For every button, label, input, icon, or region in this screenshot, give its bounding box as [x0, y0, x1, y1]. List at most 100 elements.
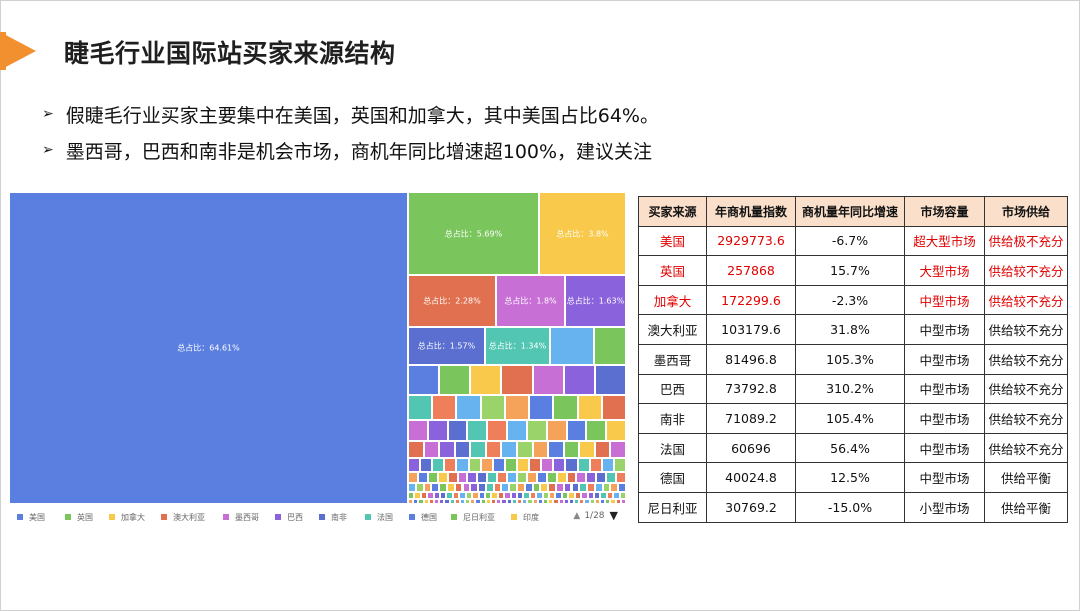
treemap-cell-small[interactable] [475, 499, 481, 504]
treemap-cell-small[interactable] [456, 458, 469, 472]
treemap-cell-small[interactable] [510, 492, 517, 499]
treemap-cell-small[interactable] [586, 472, 597, 483]
treemap-cell-small[interactable] [523, 492, 530, 499]
treemap-cell-small[interactable] [444, 499, 450, 504]
treemap-cell-small[interactable] [413, 499, 419, 504]
treemap-cell-1[interactable] [9, 192, 408, 504]
treemap-cell-small[interactable] [576, 472, 587, 483]
treemap-cell-small[interactable] [408, 441, 424, 458]
treemap-cell-small[interactable] [511, 499, 517, 504]
treemap-cell-small[interactable] [542, 499, 549, 504]
treemap-cell-small[interactable] [408, 365, 440, 395]
treemap-cell-2[interactable] [408, 192, 539, 275]
treemap-cell-small[interactable] [408, 395, 433, 420]
treemap-cell-small[interactable] [452, 492, 460, 499]
treemap-cell-small[interactable] [437, 472, 448, 483]
treemap-cell-small[interactable] [501, 499, 507, 504]
treemap-cell-small[interactable] [616, 472, 626, 483]
legend-item[interactable]: 南非 [319, 511, 347, 523]
treemap-cell-small[interactable] [480, 395, 505, 420]
treemap-cell-small[interactable] [454, 483, 463, 492]
treemap-cell-small[interactable] [594, 365, 626, 395]
treemap-cell-small[interactable] [501, 441, 517, 458]
treemap-cell-small[interactable] [579, 499, 585, 504]
treemap-cell-small[interactable] [477, 472, 488, 483]
treemap-cell-6[interactable] [565, 275, 626, 327]
treemap-cell-small[interactable] [537, 499, 543, 504]
treemap-cell-small[interactable] [529, 395, 554, 420]
treemap-cell-small[interactable] [414, 492, 421, 499]
treemap-cell-small[interactable] [553, 499, 559, 504]
legend-item[interactable]: 英国 [65, 511, 93, 523]
treemap-cell-small[interactable] [454, 499, 460, 504]
treemap-cell-small[interactable] [606, 472, 617, 483]
pager-up-icon[interactable]: ▲ [573, 510, 581, 521]
treemap-cell-small[interactable] [427, 492, 434, 499]
treemap-cell-small[interactable] [606, 492, 614, 499]
treemap-cell-small[interactable] [610, 441, 626, 458]
treemap-cell-small[interactable] [548, 483, 556, 492]
legend-item[interactable]: 法国 [365, 511, 393, 523]
treemap-cell-small[interactable] [467, 420, 488, 441]
pager-down-icon[interactable]: ▼ [609, 509, 618, 522]
treemap-cell-small[interactable] [548, 499, 554, 504]
treemap-cell-small[interactable] [526, 420, 547, 441]
treemap-cell-small[interactable] [462, 483, 471, 492]
treemap-cell-small[interactable] [506, 499, 512, 504]
treemap-cell-small[interactable] [454, 441, 471, 458]
treemap-cell-small[interactable] [594, 441, 611, 458]
treemap-cell-small[interactable] [487, 472, 498, 483]
treemap-cell-small[interactable] [504, 395, 530, 420]
treemap-cell-small[interactable] [497, 472, 508, 483]
treemap-cell-8[interactable] [485, 327, 550, 365]
treemap-cell-small[interactable] [440, 492, 447, 499]
treemap-cell-small[interactable] [432, 458, 445, 472]
treemap-cell-small[interactable] [546, 420, 567, 441]
treemap-cell-small[interactable] [613, 492, 620, 499]
treemap-cell-small[interactable] [485, 441, 502, 458]
treemap-cell-small[interactable] [501, 483, 510, 492]
treemap-cell-small[interactable] [517, 499, 523, 504]
treemap-cell-small[interactable] [468, 458, 481, 472]
legend-item[interactable]: 德国 [409, 511, 437, 523]
treemap-cell-small[interactable] [584, 499, 590, 504]
treemap-cell-small[interactable] [444, 458, 457, 472]
treemap-cell-small[interactable] [446, 483, 455, 492]
treemap-cell-small[interactable] [408, 492, 415, 499]
treemap-cell-small[interactable] [496, 499, 502, 504]
treemap-cell-small[interactable] [470, 441, 486, 458]
treemap-cell-small[interactable] [504, 492, 511, 499]
legend-item[interactable]: 墨西哥 [223, 511, 259, 523]
treemap-cell-small[interactable] [565, 458, 578, 472]
treemap-cell-small[interactable] [522, 499, 528, 504]
treemap-cell-small[interactable] [423, 499, 429, 504]
treemap-cell-small[interactable] [507, 420, 527, 441]
treemap-cell-small[interactable] [408, 483, 416, 492]
treemap-cell-small[interactable] [594, 499, 601, 504]
treemap-cell-small[interactable] [417, 472, 428, 483]
treemap-cell-small[interactable] [600, 499, 606, 504]
treemap-cell-small[interactable] [563, 365, 595, 395]
treemap-cell-small[interactable] [532, 365, 564, 395]
treemap-cell-small[interactable] [548, 441, 564, 458]
treemap-cell-7[interactable] [408, 327, 485, 365]
treemap-cell-small[interactable] [574, 499, 580, 504]
treemap-cell-small[interactable] [589, 458, 602, 472]
treemap-cell-small[interactable] [529, 458, 542, 472]
treemap-cell-small[interactable] [593, 492, 601, 499]
treemap-cell-small[interactable] [579, 441, 595, 458]
treemap-cell-small[interactable] [480, 458, 493, 472]
treemap-cell-small[interactable] [526, 472, 537, 483]
legend-item[interactable]: 尼日利亚 [451, 511, 495, 523]
treemap-cell-small[interactable] [467, 472, 478, 483]
treemap-cell-small[interactable] [558, 499, 564, 504]
treemap-cell-4[interactable] [408, 275, 496, 327]
treemap-cell-small[interactable] [484, 492, 492, 499]
treemap-cell-small[interactable] [456, 395, 481, 420]
treemap-cell-small[interactable] [549, 492, 556, 499]
treemap-cell-small[interactable] [449, 499, 455, 504]
treemap-cell-small[interactable] [408, 472, 418, 483]
treemap-cell-3[interactable] [539, 192, 626, 275]
treemap-cell-small[interactable] [536, 492, 543, 499]
treemap-cell-small[interactable] [589, 499, 595, 504]
